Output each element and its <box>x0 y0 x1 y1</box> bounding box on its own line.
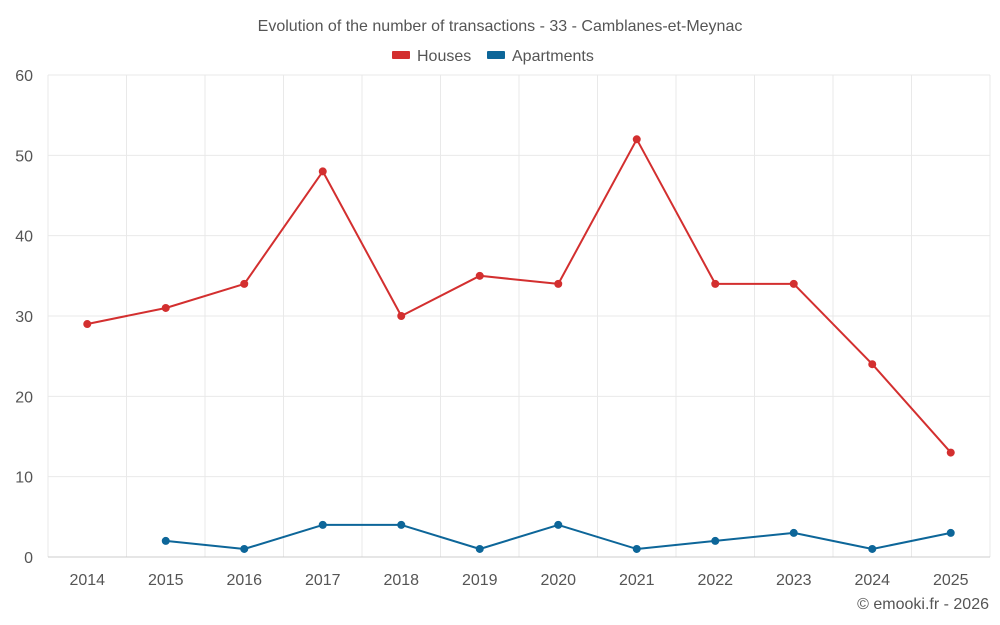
x-tick-label: 2018 <box>383 572 419 589</box>
data-point-houses[interactable] <box>711 279 720 288</box>
data-point-apartments[interactable] <box>161 536 170 545</box>
legend-label-apartments: Apartments <box>512 48 594 65</box>
series <box>83 135 955 553</box>
y-tick-label: 10 <box>15 470 33 487</box>
data-point-houses[interactable] <box>554 279 563 288</box>
data-point-houses[interactable] <box>161 303 170 312</box>
legend-swatch-apartments <box>487 51 505 59</box>
x-tick-label: 2022 <box>697 572 733 589</box>
data-point-houses[interactable] <box>318 167 327 176</box>
y-tick-label: 30 <box>15 309 33 326</box>
y-tick-label: 40 <box>15 229 33 246</box>
data-point-houses[interactable] <box>868 360 877 369</box>
data-point-houses[interactable] <box>632 135 641 144</box>
credit-text: © emooki.fr - 2026 <box>857 596 989 613</box>
y-tick-label: 60 <box>15 68 33 85</box>
data-point-apartments[interactable] <box>240 544 249 553</box>
legend-label-houses: Houses <box>417 48 471 65</box>
x-tick-label: 2025 <box>933 572 969 589</box>
series-line-houses <box>87 138 952 454</box>
data-point-apartments[interactable] <box>554 520 563 529</box>
y-tick-label: 20 <box>15 389 33 406</box>
x-tick-label: 2021 <box>619 572 655 589</box>
x-tick-label: 2015 <box>148 572 184 589</box>
legend-item-apartments[interactable]: Apartments <box>487 48 594 65</box>
x-tick-label: 2020 <box>540 572 576 589</box>
x-tick-label: 2016 <box>226 572 262 589</box>
data-point-apartments[interactable] <box>318 520 327 529</box>
data-point-apartments[interactable] <box>868 544 877 553</box>
x-tick-label: 2024 <box>854 572 890 589</box>
data-point-apartments[interactable] <box>789 528 798 537</box>
data-point-apartments[interactable] <box>946 528 955 537</box>
data-point-apartments[interactable] <box>475 544 484 553</box>
data-point-houses[interactable] <box>397 312 406 320</box>
chart-title: Evolution of the number of transactions … <box>258 18 743 35</box>
data-point-houses[interactable] <box>83 320 92 329</box>
data-point-apartments[interactable] <box>632 544 641 553</box>
data-point-houses[interactable] <box>946 448 955 457</box>
x-tick-label: 2019 <box>462 572 498 589</box>
legend-item-houses[interactable]: Houses <box>392 48 471 65</box>
data-point-apartments[interactable] <box>397 520 406 529</box>
x-tick-label: 2014 <box>69 572 105 589</box>
data-point-houses[interactable] <box>475 271 484 280</box>
x-tick-label: 2023 <box>776 572 812 589</box>
grid <box>47 74 991 557</box>
data-point-houses[interactable] <box>789 279 798 288</box>
x-tick-label: 2017 <box>305 572 341 589</box>
axes: 0 10 20 30 40 50 60 2014 2015 2016 2017 2018 2019 202… <box>15 68 990 589</box>
data-point-apartments[interactable] <box>711 536 720 545</box>
y-tick-label: 0 <box>24 550 33 567</box>
y-tick-label: 50 <box>15 148 33 165</box>
legend: Houses Apartments <box>392 48 594 65</box>
data-point-houses[interactable] <box>240 279 249 288</box>
legend-swatch-houses <box>392 51 410 59</box>
